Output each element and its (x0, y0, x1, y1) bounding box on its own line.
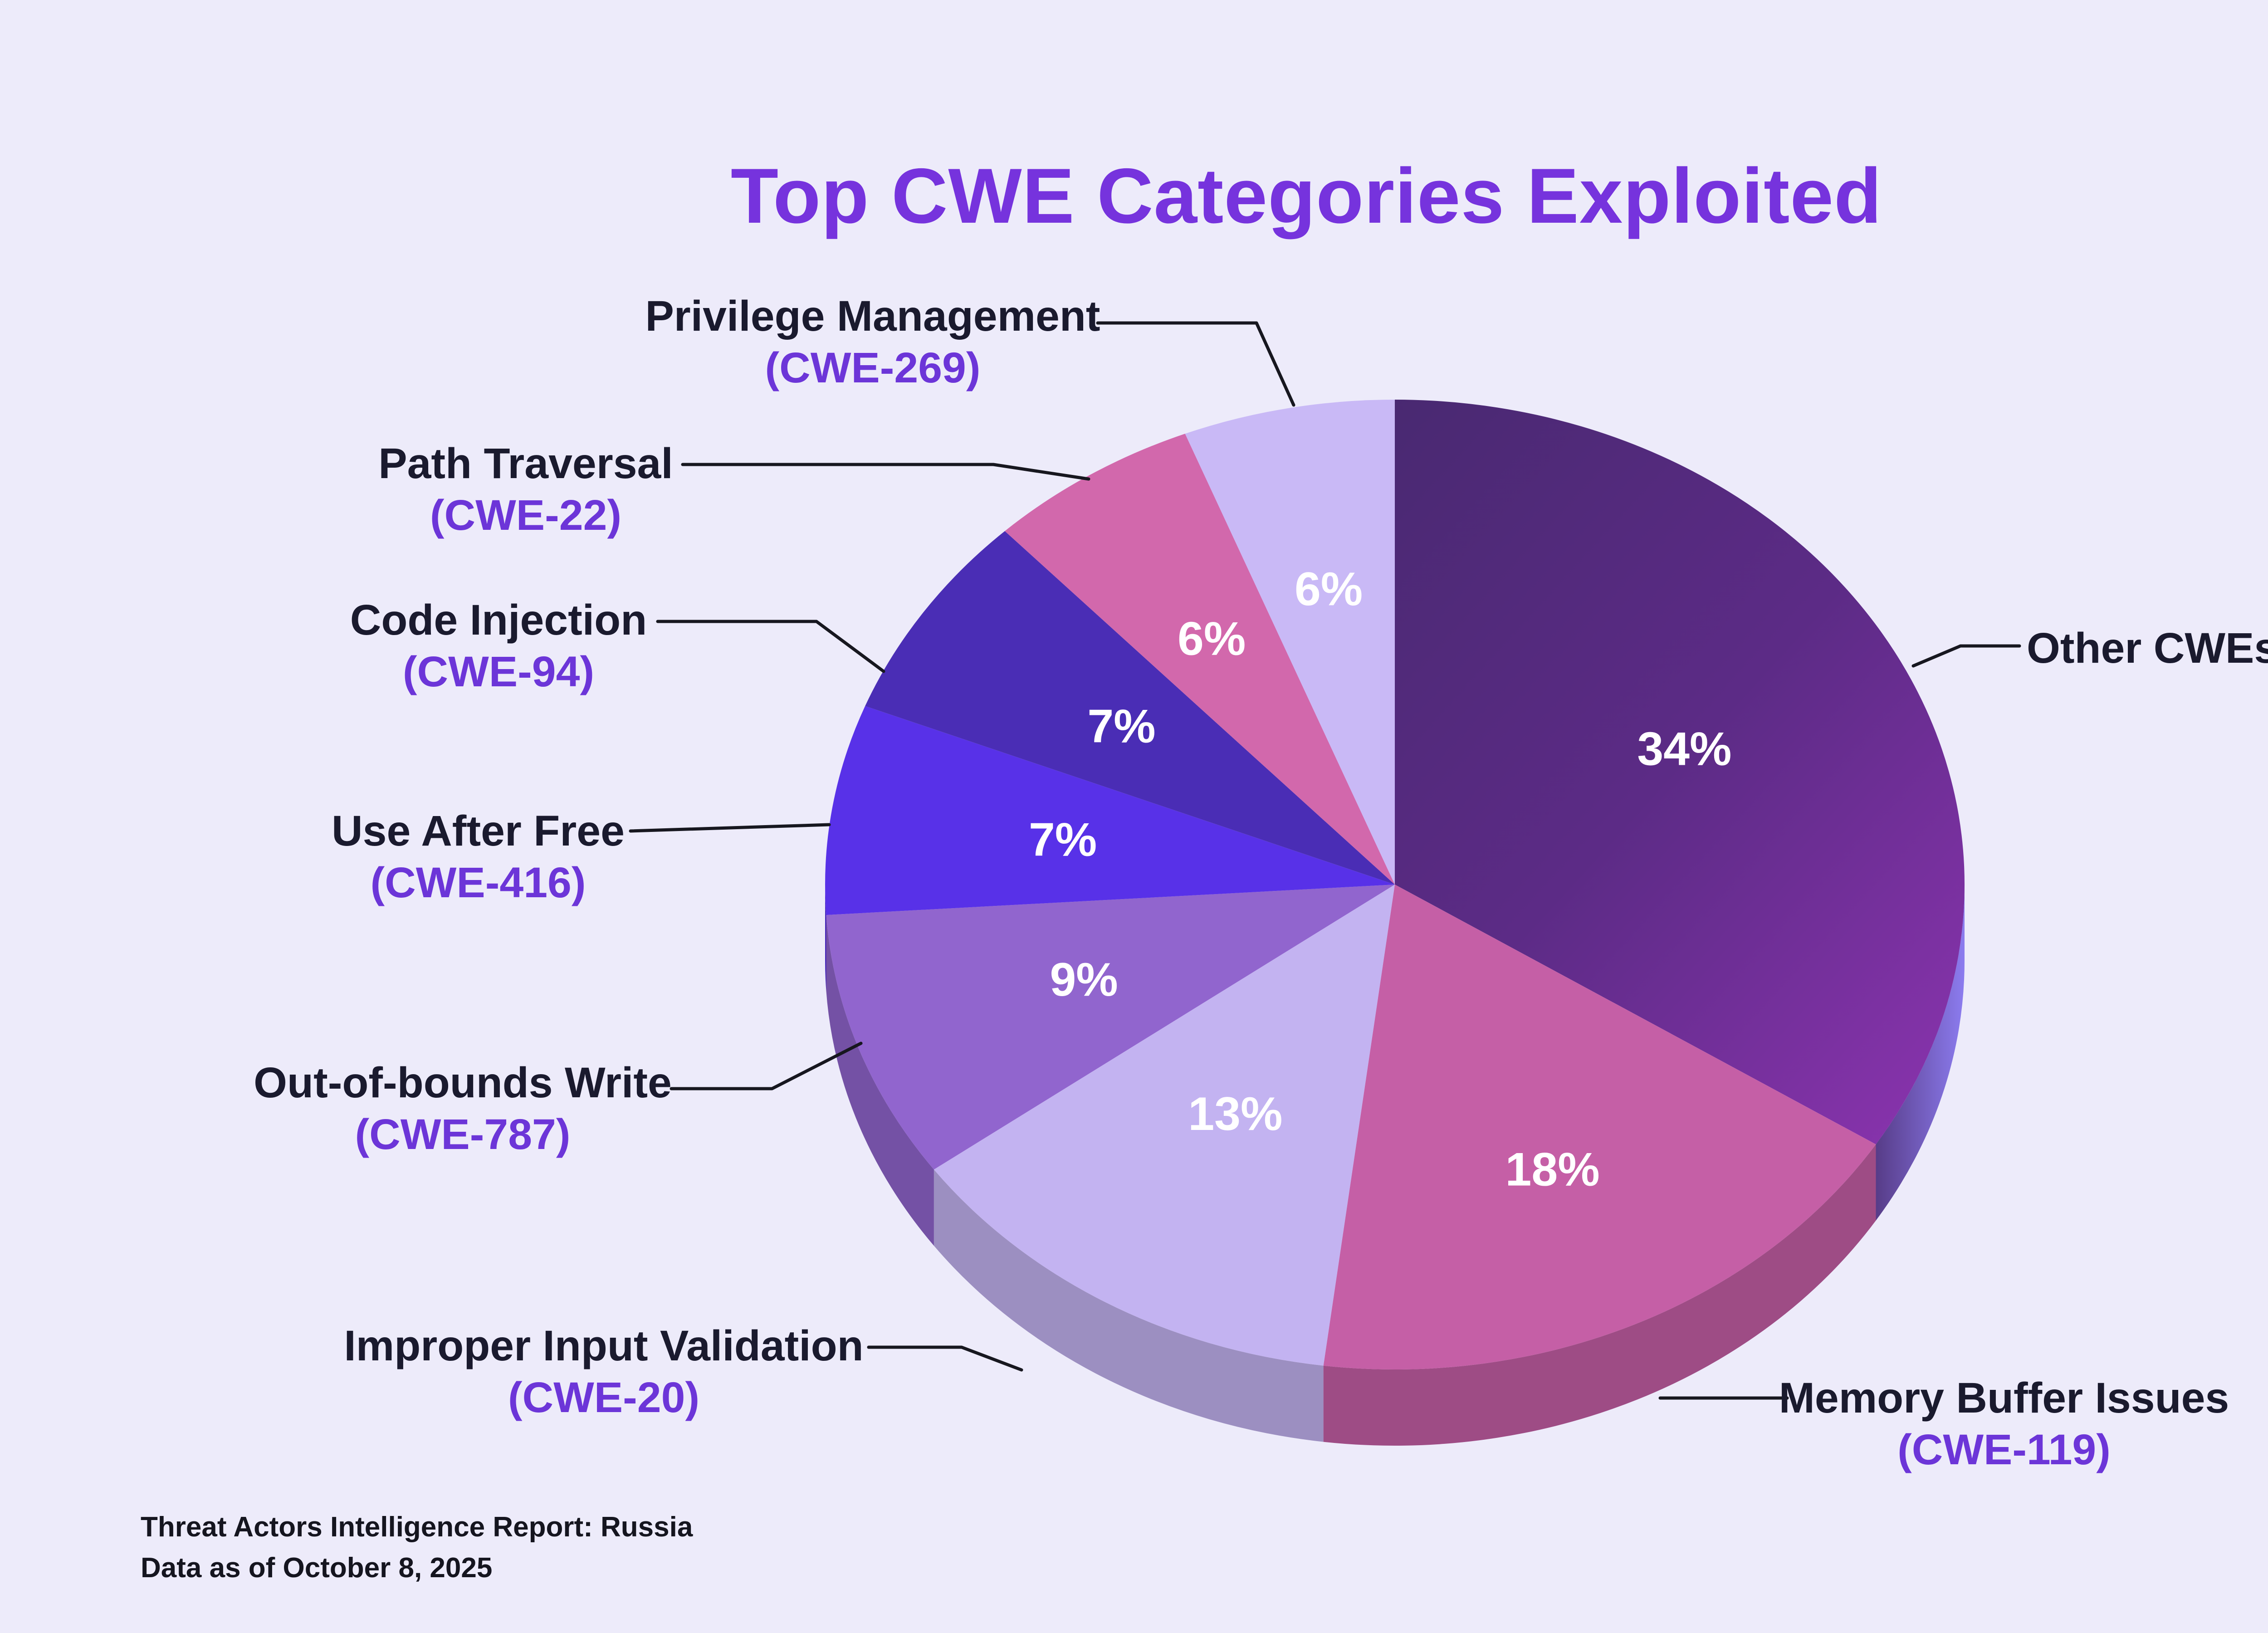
pie-percent-label-code-injection: 7% (1087, 700, 1155, 753)
callout-cwe-code: (CWE-22) (430, 491, 622, 539)
pie-slice-side-improper-input-validation (934, 1169, 1324, 1442)
callout-use-after-free: Use After Free (CWE-416) (332, 805, 625, 909)
callout-other-cwes: Other CWEs (2027, 622, 2268, 674)
callout-cwe-code: (CWE-787) (355, 1110, 571, 1159)
callout-code-injection: Code Injection (CWE-94) (350, 594, 647, 698)
pie-slice-side-memory-buffer-issues (1323, 1144, 1876, 1446)
callout-memory-buffer-issues: Memory Buffer Issues (CWE-119) (1779, 1372, 2229, 1476)
pie-slice-memory-buffer-issues (1323, 885, 1876, 1370)
pie-slices-group: 34% 18% 13% 9% 7% 7% 6% 6% (825, 400, 1965, 1446)
pie-slice-privilege-management (1185, 400, 1395, 885)
callout-label: Privilege Management (645, 292, 1100, 340)
pie-slice-path-traversal (1005, 434, 1395, 885)
pie-slice-improper-input-validation (934, 885, 1395, 1366)
callout-cwe-code: (CWE-94) (402, 648, 595, 696)
footer-note: Threat Actors Intelligence Report: Russi… (141, 1507, 693, 1589)
callout-label: Use After Free (332, 807, 625, 855)
pie-slice-use-after-free (825, 706, 1395, 915)
pie-percent-label-out-of-bounds-write: 9% (1050, 953, 1118, 1006)
callout-privilege-management: Privilege Management (CWE-269) (645, 290, 1100, 394)
pie-percent-label-other-cwes: 34% (1637, 723, 1731, 775)
callout-improper-input-validation: Improper Input Validation (CWE-20) (344, 1320, 863, 1423)
pie-slice-out-of-bounds-write (826, 885, 1395, 1170)
connector-other-cwes (1911, 644, 2021, 668)
pie-percent-label-privilege-management: 6% (1295, 563, 1363, 616)
pie-slice-other-cwes (1395, 400, 1965, 1144)
pie-slice-code-injection (865, 531, 1395, 885)
footer-line2: Data as of October 8, 2025 (141, 1552, 493, 1584)
callout-out-of-bounds-write: Out-of-bounds Write (CWE-787) (254, 1057, 672, 1160)
callout-cwe-code: (CWE-269) (765, 344, 981, 392)
label-connectors (629, 321, 2021, 1400)
chart-title: Top CWE Categories Exploited (730, 152, 1882, 240)
callout-label: Out-of-bounds Write (254, 1059, 672, 1107)
pie-percent-label-use-after-free: 7% (1029, 813, 1097, 866)
connector-privilege-management (1096, 321, 1295, 407)
callout-label: Code Injection (350, 596, 647, 644)
pie-percent-label-improper-input-validation: 13% (1188, 1088, 1282, 1140)
connector-code-injection (656, 620, 885, 673)
callout-cwe-code: (CWE-20) (508, 1374, 700, 1422)
callout-path-traversal: Path Traversal (CWE-22) (378, 438, 673, 541)
pie-percent-label-memory-buffer-issues: 18% (1505, 1144, 1600, 1196)
pie-slice-side-other-cwes (1876, 885, 1965, 1221)
connector-improper-input-validation (867, 1345, 1023, 1372)
pie-slice-side-use-after-free (825, 885, 826, 992)
callout-label: Path Traversal (378, 440, 673, 488)
callout-label: Improper Input Validation (344, 1322, 864, 1370)
connector-use-after-free (629, 823, 831, 833)
footer-line1: Threat Actors Intelligence Report: Russi… (141, 1511, 693, 1543)
pie-percent-label-path-traversal: 6% (1178, 612, 1246, 665)
callout-cwe-code: (CWE-119) (1897, 1426, 2111, 1474)
callout-cwe-code: (CWE-416) (370, 859, 586, 907)
callout-label: Memory Buffer Issues (1779, 1374, 2229, 1422)
connector-path-traversal (681, 463, 1090, 481)
callout-label: Other CWEs (2027, 624, 2268, 672)
pie-slice-side-out-of-bounds-write (826, 915, 934, 1246)
connector-out-of-bounds-write (670, 1041, 863, 1090)
